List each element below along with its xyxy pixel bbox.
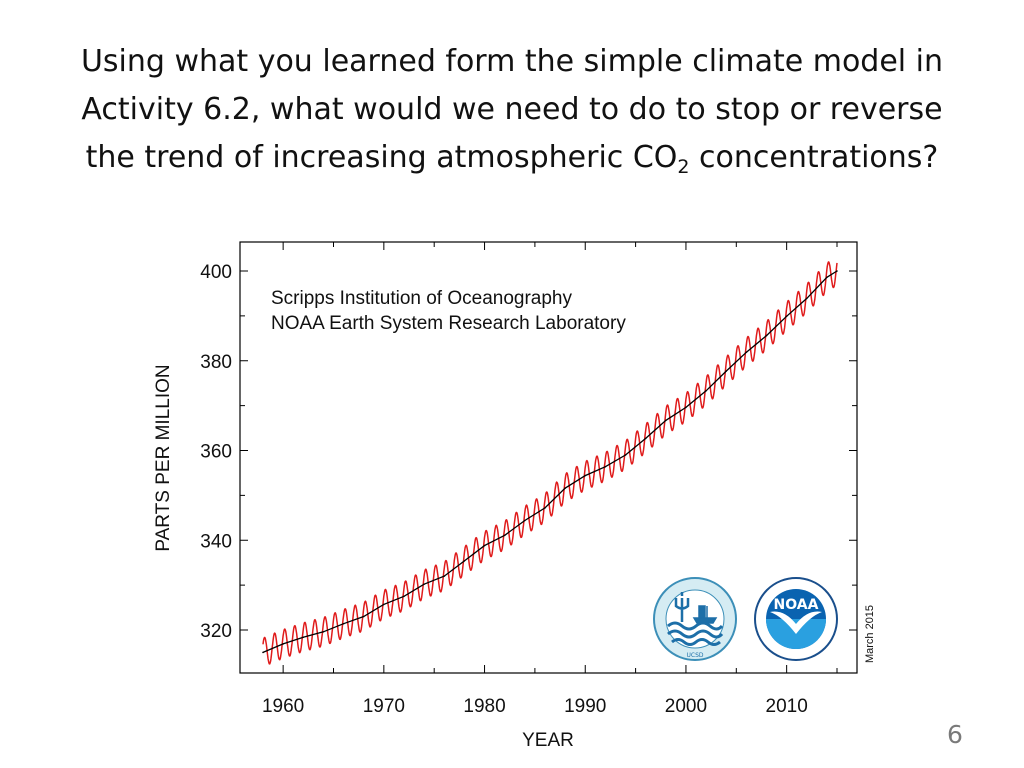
annual-mean-point xyxy=(322,631,325,633)
annual-mean-point xyxy=(362,615,365,618)
annual-mean-point xyxy=(785,315,788,318)
y-axis-label: PARTS PER MILLION xyxy=(153,364,174,551)
annual-mean-point xyxy=(282,643,284,645)
title-line-2: Activity 6.2, what would we need to do t… xyxy=(81,92,943,127)
annual-mean-point xyxy=(524,519,526,522)
annual-mean-point xyxy=(383,603,385,606)
annual-mean-point xyxy=(665,419,667,422)
annual-mean-point xyxy=(262,651,264,654)
annual-mean-point xyxy=(644,437,647,440)
y-tick-label: 380 xyxy=(200,352,232,373)
annual-mean-point xyxy=(806,297,808,300)
x-tick-label: 1960 xyxy=(262,696,304,717)
annual-mean-point xyxy=(745,351,748,354)
co2-subscript: 2 xyxy=(677,156,690,178)
x-tick-label: 2000 xyxy=(665,696,707,717)
x-tick-label: 1970 xyxy=(363,696,405,717)
annual-mean-point xyxy=(302,636,305,638)
y-tick-label: 340 xyxy=(200,531,232,552)
annual-mean-point xyxy=(725,370,727,372)
series-monthly-co2 xyxy=(262,261,838,665)
annual-mean-point xyxy=(342,622,345,625)
annual-mean-points xyxy=(262,270,838,654)
annual-mean-point xyxy=(584,474,586,477)
scripps-logo-label: UCSD xyxy=(686,652,703,659)
annotation-noaa: NOAA Earth System Research Laboratory xyxy=(271,313,626,334)
title-line-3-text: the trend of increasing atmospheric CO xyxy=(85,140,678,175)
annual-mean-point xyxy=(705,390,707,392)
annual-mean-point xyxy=(544,507,546,509)
annual-mean-point xyxy=(423,583,425,585)
title-line-1: Using what you learned form the simple c… xyxy=(80,44,944,79)
annual-mean-point xyxy=(836,270,838,272)
annual-mean-point xyxy=(564,487,566,490)
annual-mean-point xyxy=(685,406,687,409)
y-tick-label: 360 xyxy=(200,442,232,463)
x-tick-label: 1990 xyxy=(564,696,606,717)
annual-mean-point xyxy=(604,465,607,468)
y-tick-labels: 320 340 360 380 400 xyxy=(200,262,232,642)
annual-mean-point xyxy=(826,276,828,279)
annual-mean-point xyxy=(765,334,768,337)
title-line-3: the trend of increasing atmospheric CO2 … xyxy=(20,134,1004,182)
seagull-icon xyxy=(770,611,822,634)
annual-mean-point xyxy=(463,560,466,562)
annual-mean-point xyxy=(624,454,627,456)
annotation-scripps: Scripps Institution of Oceanography xyxy=(271,288,573,309)
x-tick-label: 1980 xyxy=(463,696,505,717)
ship-icon xyxy=(692,605,718,624)
x-tick-labels: 1960 1970 1980 1990 2000 2010 xyxy=(262,696,808,717)
tick-marks xyxy=(240,242,857,673)
noaa-logo: NOAA xyxy=(754,577,838,661)
annual-mean-point xyxy=(443,575,446,577)
series-annual-mean-co2 xyxy=(262,270,838,653)
annual-mean-point xyxy=(503,534,506,537)
page-number: 6 xyxy=(947,720,963,749)
x-tick-label: 2010 xyxy=(766,696,808,717)
plot-frame xyxy=(239,241,858,674)
annual-mean-point xyxy=(403,595,405,598)
noaa-logo-label: NOAA xyxy=(774,597,819,613)
y-tick-label: 400 xyxy=(200,262,232,283)
annual-mean-point xyxy=(483,544,486,547)
scripps-logo: UCSD xyxy=(653,577,737,661)
y-tick-label: 320 xyxy=(200,621,232,642)
trident-icon xyxy=(674,592,690,622)
title-line-3-end: concentrations? xyxy=(689,140,939,175)
date-note: March 2015 xyxy=(864,605,876,663)
x-axis-label: YEAR xyxy=(522,730,574,751)
slide-title: Using what you learned form the simple c… xyxy=(20,38,1004,182)
